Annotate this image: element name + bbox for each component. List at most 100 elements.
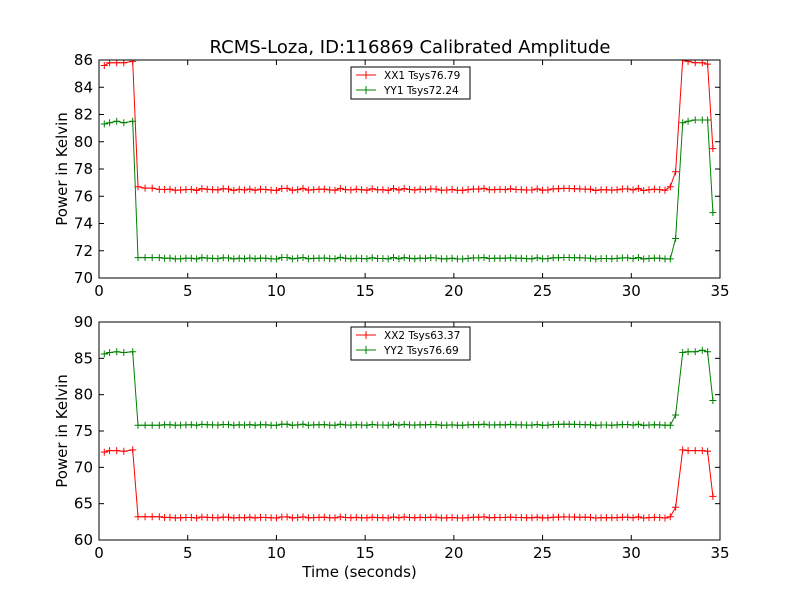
- data-point-marker: [134, 513, 142, 521]
- data-point-marker: [544, 186, 552, 194]
- data-point-marker: [422, 186, 429, 194]
- data-point-marker: [691, 116, 699, 124]
- data-point-marker: [106, 447, 114, 455]
- data-point-marker: [400, 185, 408, 193]
- x-tick-label: 30: [622, 282, 641, 300]
- data-point-marker: [246, 513, 254, 521]
- data-point-marker: [120, 447, 128, 455]
- data-point-marker: [129, 348, 137, 356]
- data-point-marker: [283, 420, 291, 428]
- data-point-marker: [698, 447, 706, 455]
- data-point-marker: [704, 348, 712, 356]
- y-tick-label: 65: [74, 495, 93, 513]
- data-point-marker: [384, 186, 392, 194]
- x-tick-label: 15: [356, 544, 375, 562]
- data-point-marker: [299, 184, 307, 192]
- data-point-marker: [347, 186, 355, 194]
- data-point-marker: [656, 254, 664, 262]
- data-point-marker: [288, 186, 296, 194]
- data-point-marker: [432, 513, 440, 521]
- x-axis-label: Time (seconds): [301, 563, 417, 581]
- data-point-marker: [480, 254, 488, 261]
- data-point-marker: [148, 254, 156, 262]
- data-point-marker: [684, 447, 692, 455]
- data-point-marker: [379, 186, 387, 194]
- x-tick-label: 25: [533, 282, 552, 300]
- data-point-marker: [299, 420, 307, 428]
- data-point-marker: [193, 186, 201, 194]
- data-point-marker: [336, 420, 344, 428]
- x-tick-label: 25: [533, 544, 552, 562]
- series-2: [100, 116, 717, 263]
- data-point-marker: [214, 186, 222, 194]
- data-point-marker: [384, 514, 392, 522]
- legend-label: XX2 Tsys63.37: [384, 330, 460, 342]
- data-point-marker: [100, 448, 108, 456]
- data-point-marker: [198, 185, 206, 193]
- y-axis-label: Power in Kelvin: [53, 374, 71, 488]
- data-point-marker: [368, 254, 376, 262]
- data-point-marker: [363, 186, 371, 194]
- data-point-marker: [246, 254, 254, 262]
- data-point-marker: [225, 421, 232, 429]
- data-point-marker: [691, 447, 699, 455]
- data-point-marker: [698, 346, 706, 354]
- legend-marker: [362, 331, 370, 339]
- y-tick-label: 78: [74, 160, 93, 178]
- data-point-marker: [395, 514, 403, 522]
- data-point-marker: [294, 514, 302, 521]
- data-point-marker: [395, 186, 403, 194]
- data-point-marker: [480, 513, 488, 521]
- data-point-marker: [251, 255, 259, 263]
- data-point-marker: [501, 186, 509, 194]
- data-point-marker: [684, 117, 692, 125]
- data-point-marker: [148, 421, 156, 429]
- data-point-marker: [400, 254, 408, 262]
- data-point-marker: [390, 513, 397, 521]
- data-point-marker: [272, 255, 280, 263]
- data-point-marker: [679, 60, 687, 64]
- data-point-marker: [390, 254, 397, 261]
- legend-label: YY1 Tsys72.24: [383, 85, 459, 97]
- data-point-marker: [480, 184, 488, 192]
- data-point-marker: [134, 254, 142, 262]
- data-point-marker: [225, 185, 232, 193]
- data-point-marker: [225, 513, 232, 521]
- data-point-marker: [459, 186, 467, 194]
- data-point-marker: [193, 421, 201, 429]
- x-tick-label: 10: [267, 282, 286, 300]
- data-point-marker: [134, 421, 142, 429]
- data-point-marker: [368, 185, 376, 193]
- data-point-marker: [629, 186, 637, 194]
- data-point-marker: [624, 185, 632, 193]
- data-point-marker: [592, 187, 600, 194]
- data-point-marker: [704, 447, 712, 455]
- data-point-marker: [214, 421, 222, 429]
- data-point-marker: [166, 254, 174, 262]
- data-point-marker: [629, 421, 637, 429]
- plots-container: 0 5 10 15 20 25 30 35 70 72 74 76 78 80 82 84 86 Power in…: [53, 51, 730, 581]
- data-point-marker: [501, 254, 509, 262]
- data-point-marker: [214, 514, 222, 522]
- data-point-marker: [634, 184, 642, 192]
- data-point-marker: [533, 185, 541, 193]
- data-point-marker: [507, 254, 515, 262]
- legend-marker: [362, 86, 370, 94]
- y-tick-label: 70: [74, 269, 93, 287]
- data-point-marker: [634, 254, 642, 261]
- y-tick-label: 90: [74, 313, 93, 331]
- data-point-marker: [331, 186, 339, 194]
- data-point-marker: [230, 255, 238, 263]
- data-point-marker: [464, 186, 472, 194]
- legend-entry: XX2 Tsys63.37: [356, 330, 460, 342]
- data-point-marker: [331, 255, 339, 263]
- data-point-marker: [656, 186, 664, 194]
- legend-entry: XX1 Tsys76.79: [356, 70, 460, 82]
- data-point-marker: [320, 254, 328, 262]
- data-point-marker: [113, 447, 121, 455]
- data-point-marker: [432, 254, 440, 262]
- y-tick-label: 82: [74, 106, 93, 124]
- data-point-marker: [672, 168, 680, 176]
- y-tick-label: 76: [74, 187, 93, 205]
